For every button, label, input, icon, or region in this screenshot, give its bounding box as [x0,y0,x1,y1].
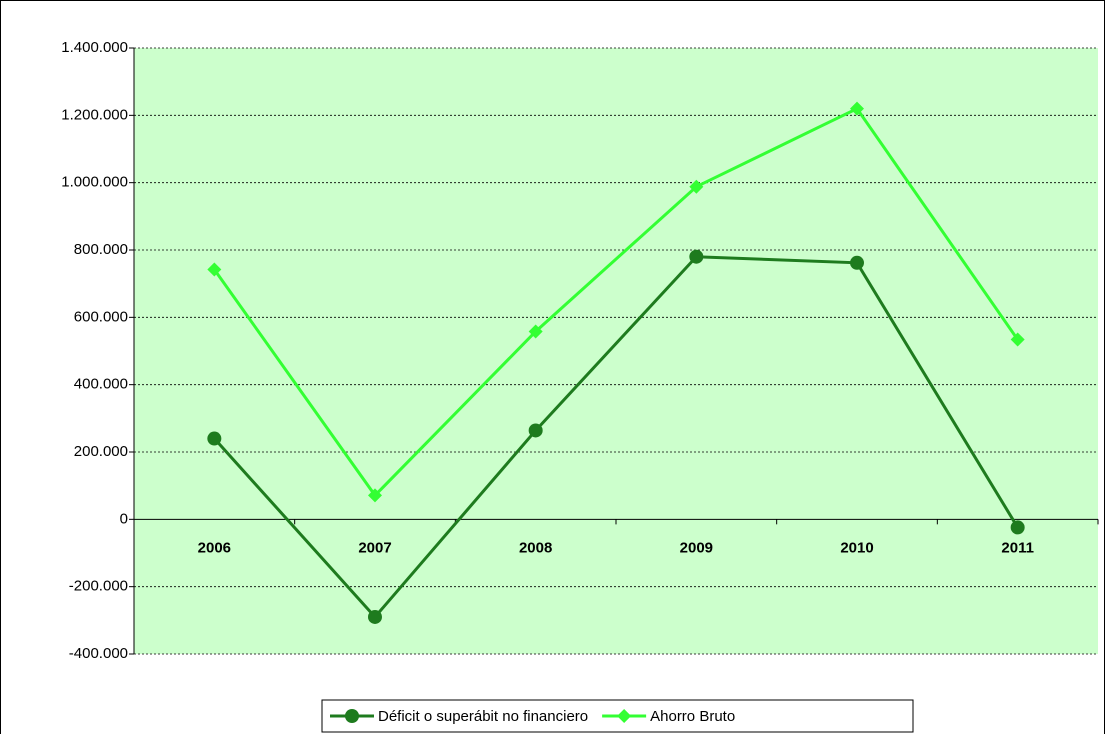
x-tick-label: 2008 [519,539,552,556]
data-point [1010,520,1025,535]
y-tick-label: -200.000 [69,578,128,595]
legend-label: Déficit o superábit no financiero [378,708,588,725]
x-tick-label: 2006 [198,539,231,556]
series-line [213,255,1019,620]
legend-label: Ahorro Bruto [650,708,735,725]
legend-marker [617,709,632,723]
y-tick-label: 600.000 [74,308,128,325]
y-tick-label: 400.000 [74,376,128,393]
data-point [207,431,222,446]
y-tick-label: 200.000 [74,443,128,460]
data-point [368,609,382,624]
data-point [689,179,704,194]
y-tick-label: -400.000 [69,645,128,662]
data-point [368,488,382,503]
x-tick-label: 2007 [358,539,391,556]
data-point [689,249,704,264]
y-tick-label: 1.200.000 [61,106,128,123]
plot-area [134,48,1098,654]
data-point [850,255,864,270]
y-tick-label: 0 [120,510,128,527]
legend-marker [345,709,359,723]
data-point [207,262,222,277]
x-tick-label: 2009 [680,539,713,556]
y-tick-label: 1.400.000 [61,39,128,56]
x-tick-label: 2010 [840,539,873,556]
data-point [850,101,864,116]
series-line [213,106,1019,498]
data-point [528,423,543,438]
y-tick-label: 1.000.000 [61,174,128,191]
x-tick-label: 2011 [1001,539,1034,556]
data-point [528,324,543,339]
y-tick-label: 800.000 [74,241,128,258]
data-point [1010,332,1025,347]
